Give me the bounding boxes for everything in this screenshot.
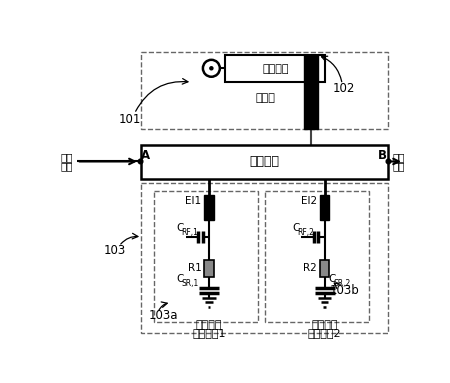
Text: 101: 101 <box>119 113 141 126</box>
Text: C: C <box>177 273 184 283</box>
Text: 包络阻抗: 包络阻抗 <box>311 321 338 331</box>
Text: 输出: 输出 <box>392 161 405 171</box>
Text: RF,2: RF,2 <box>297 228 314 237</box>
Text: SR,1: SR,1 <box>181 278 198 288</box>
Text: RF,1: RF,1 <box>181 228 198 237</box>
Text: C: C <box>177 223 184 233</box>
Text: B: B <box>378 149 387 162</box>
Text: 包络阻抗: 包络阻抗 <box>196 321 222 331</box>
Bar <box>140 183 388 333</box>
Text: SR,2: SR,2 <box>333 278 350 288</box>
Text: 偏置网络: 偏置网络 <box>262 64 288 74</box>
Text: C: C <box>292 223 300 233</box>
Circle shape <box>138 159 143 164</box>
Text: 103: 103 <box>104 244 126 257</box>
Bar <box>265 191 369 322</box>
Text: 102: 102 <box>333 82 356 95</box>
Text: 控制网络2: 控制网络2 <box>308 328 342 338</box>
Text: A: A <box>141 149 150 162</box>
Text: R2: R2 <box>303 264 317 273</box>
Text: EI2: EI2 <box>301 196 317 206</box>
Text: 供电线: 供电线 <box>255 93 275 103</box>
Text: 信号: 信号 <box>392 152 405 162</box>
Bar <box>204 195 214 220</box>
Bar <box>204 260 214 277</box>
Text: R1: R1 <box>188 264 201 273</box>
Text: 控制网络1: 控制网络1 <box>192 328 226 338</box>
Bar <box>304 55 318 129</box>
Circle shape <box>210 67 213 70</box>
Bar <box>225 55 325 82</box>
Bar <box>140 52 388 129</box>
Bar <box>320 260 329 277</box>
Text: EI1: EI1 <box>185 196 201 206</box>
Bar <box>320 195 329 220</box>
Text: 103a: 103a <box>148 309 178 322</box>
Text: 输入: 输入 <box>60 161 73 171</box>
Bar <box>153 191 257 322</box>
Text: 103b: 103b <box>329 283 359 296</box>
Circle shape <box>386 159 391 164</box>
Text: 匹配网络: 匹配网络 <box>249 155 279 169</box>
Text: C: C <box>328 273 336 283</box>
Bar <box>140 144 388 179</box>
Text: 信号: 信号 <box>60 152 73 162</box>
